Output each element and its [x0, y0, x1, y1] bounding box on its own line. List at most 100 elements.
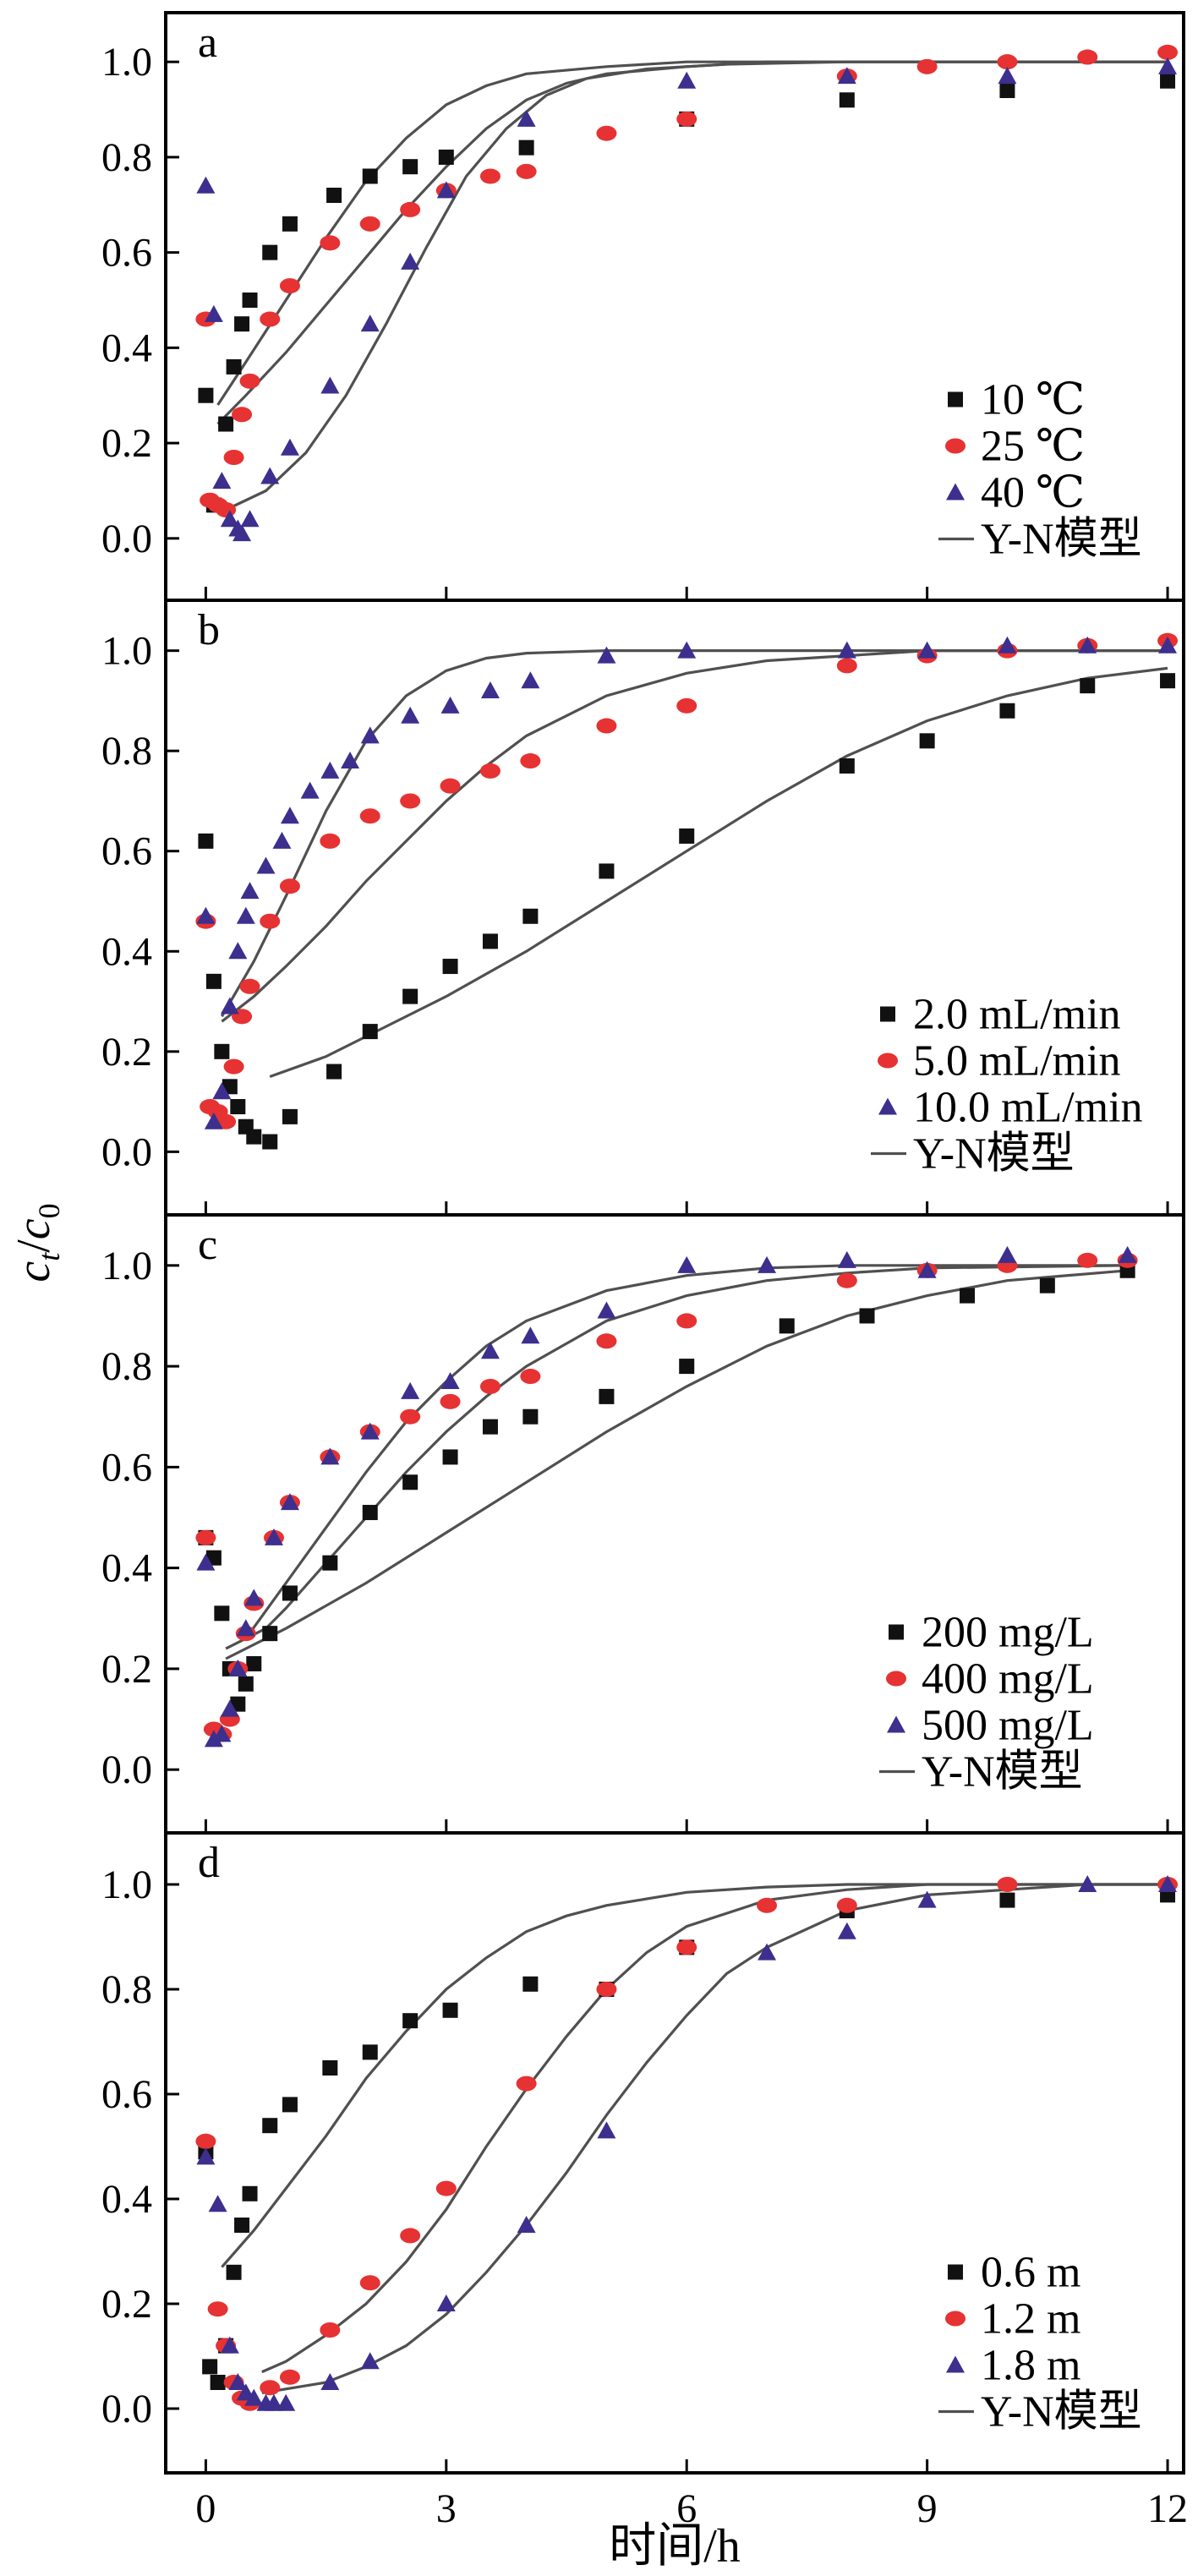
data-point-square — [859, 1308, 875, 1324]
y-tick-label: 0.2 — [101, 1647, 152, 1692]
data-point-square — [402, 2013, 418, 2029]
panel-letter: b — [198, 606, 220, 654]
legend-label: 0.6 m — [981, 2249, 1080, 2297]
data-point-circle — [359, 2275, 380, 2291]
data-point-circle — [320, 235, 341, 251]
y-tick-label: 1.0 — [101, 40, 152, 85]
data-point-square — [282, 1108, 298, 1124]
data-point-circle — [1077, 49, 1098, 65]
y-tick-label: 0.6 — [101, 1445, 152, 1490]
data-point-circle — [997, 54, 1018, 70]
data-point-square — [442, 2002, 458, 2018]
data-point-square — [839, 757, 855, 774]
data-point-triangle — [232, 524, 252, 542]
data-point-square — [839, 92, 855, 108]
legend-label: 200 mg/L — [922, 1609, 1094, 1657]
data-point-triangle — [917, 1890, 937, 1908]
data-point-triangle — [244, 1589, 264, 1606]
data-point-square — [518, 139, 534, 156]
data-point-circle — [260, 2380, 281, 2396]
data-point-square — [226, 358, 242, 375]
data-point-square — [262, 244, 278, 260]
y-tick-label: 0.6 — [101, 829, 152, 874]
data-point-circle — [516, 2076, 537, 2092]
data-point-square — [1039, 1277, 1055, 1293]
data-point-triangle — [204, 1730, 223, 1747]
data-point-square — [522, 1408, 539, 1425]
data-point-circle — [223, 1058, 244, 1075]
data-point-triangle — [758, 1943, 777, 1961]
data-point-triangle — [300, 781, 320, 799]
y-axis-title-part: t — [32, 1252, 66, 1261]
data-point-square — [362, 1024, 378, 1040]
data-point-square — [205, 973, 222, 989]
data-point-circle — [836, 1272, 857, 1288]
data-point-triangle — [220, 997, 239, 1015]
data-point-triangle — [597, 2121, 616, 2139]
data-point-triangle — [436, 181, 456, 199]
legend-marker — [946, 483, 965, 500]
data-point-triangle — [244, 2388, 264, 2406]
data-point-triangle — [1118, 1245, 1137, 1263]
data-point-triangle — [212, 472, 232, 489]
data-point-square — [214, 1605, 230, 1622]
data-point-triangle — [236, 1619, 255, 1637]
data-point-triangle — [228, 1659, 248, 1676]
data-point-triangle — [837, 641, 856, 659]
y-tick-label: 0.4 — [101, 2177, 152, 2222]
y-axis-title-part: / — [8, 1239, 60, 1253]
data-point-triangle — [998, 1245, 1017, 1263]
data-point-square — [238, 1676, 254, 1692]
x-tick-label: 12 — [1147, 2486, 1188, 2531]
data-point-triangle — [360, 2352, 380, 2370]
data-point-circle — [997, 1877, 1018, 1892]
data-point-square — [482, 1419, 498, 1435]
x-tick-label: 3 — [436, 2486, 457, 2531]
data-point-triangle — [264, 2393, 283, 2411]
data-point-triangle — [256, 856, 276, 874]
data-point-square — [262, 1134, 278, 1150]
legend-marker — [948, 2264, 963, 2280]
data-point-square — [262, 2118, 278, 2134]
data-point-circle — [596, 125, 617, 141]
legend-label: 10.0 mL/min — [913, 1084, 1143, 1132]
data-point-square — [202, 2359, 218, 2375]
y-tick-label: 0.0 — [101, 517, 152, 561]
data-point-circle — [479, 168, 501, 184]
data-point-circle — [320, 2322, 341, 2338]
data-point-square — [402, 988, 418, 1004]
data-point-triangle — [320, 761, 340, 779]
data-point-square — [326, 1064, 342, 1080]
data-point-triangle — [436, 2294, 456, 2311]
data-point-square — [282, 216, 298, 232]
data-point-circle — [195, 1529, 216, 1545]
data-point-triangle — [280, 1493, 299, 1511]
data-point-square — [210, 2375, 226, 2390]
data-point-square — [442, 1449, 458, 1465]
data-point-triangle — [260, 467, 280, 484]
data-point-circle — [216, 502, 237, 517]
data-point-circle — [676, 1939, 697, 1955]
data-point-square — [522, 908, 539, 924]
data-point-triangle — [196, 1553, 216, 1571]
data-point-circle — [676, 111, 697, 127]
x-tick-label: 9 — [917, 2486, 938, 2531]
data-point-square — [362, 2044, 378, 2060]
legend-label: 10 ℃ — [981, 376, 1085, 424]
data-point-circle — [440, 778, 461, 794]
y-axis-title: ct/c0 — [8, 1203, 66, 1282]
data-point-square — [999, 83, 1015, 98]
y-tick-label: 0.8 — [101, 135, 152, 180]
data-point-triangle — [401, 706, 420, 724]
y-tick-label: 0.4 — [101, 929, 152, 974]
data-point-triangle — [264, 1528, 283, 1545]
data-point-triangle — [276, 2393, 296, 2411]
data-point-triangle — [228, 942, 248, 960]
data-point-circle — [676, 697, 697, 714]
data-point-circle — [320, 833, 341, 849]
data-point-triangle — [341, 752, 360, 769]
data-point-triangle — [1158, 57, 1178, 74]
data-point-square — [779, 1318, 795, 1334]
data-point-triangle — [521, 671, 540, 689]
